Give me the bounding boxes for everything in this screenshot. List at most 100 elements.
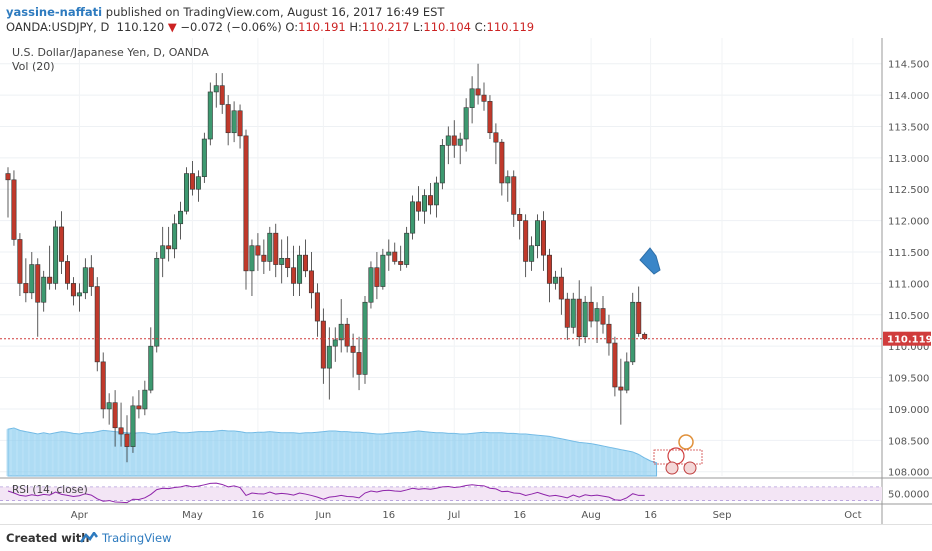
author-link[interactable]: yassine-naffati (6, 5, 103, 19)
time-axis[interactable]: Apr May 16 Jun 16 Jul 16 Aug 16 Sep Oct (71, 510, 862, 521)
candle[interactable] (94, 277, 100, 372)
candle[interactable] (338, 299, 344, 353)
candle[interactable] (469, 76, 475, 124)
candle[interactable] (225, 95, 231, 146)
candle[interactable] (160, 226, 166, 278)
candle[interactable] (136, 390, 142, 419)
candle[interactable] (624, 352, 630, 394)
candle[interactable] (76, 283, 82, 312)
candle[interactable] (374, 252, 380, 300)
pin-marker-icon[interactable] (639, 247, 661, 275)
candle[interactable] (320, 308, 326, 384)
candle[interactable] (249, 239, 255, 296)
candle[interactable] (445, 126, 451, 165)
candle[interactable] (439, 139, 445, 190)
candle[interactable] (237, 104, 243, 149)
candle[interactable] (630, 292, 636, 366)
candle[interactable] (421, 189, 427, 224)
candle[interactable] (451, 120, 457, 158)
candle[interactable] (118, 402, 124, 447)
candle[interactable] (326, 327, 332, 400)
candle[interactable] (487, 95, 493, 140)
candle[interactable] (588, 286, 594, 328)
candle[interactable] (267, 226, 273, 271)
candle[interactable] (368, 261, 374, 309)
candle[interactable] (505, 170, 511, 202)
candle[interactable] (475, 63, 481, 105)
events-badge-icon[interactable] (653, 434, 703, 475)
tradingview-brand-link[interactable]: TradingView (102, 531, 172, 545)
price-chart[interactable]: 114.500 114.000 113.500 113.000 112.500 112.0… (0, 38, 932, 524)
candle[interactable] (70, 277, 76, 306)
candle[interactable] (636, 286, 642, 337)
candle[interactable] (564, 292, 570, 340)
candle[interactable] (529, 236, 535, 271)
candle[interactable] (130, 396, 136, 453)
candle[interactable] (427, 182, 433, 215)
candle[interactable] (398, 245, 404, 271)
candle[interactable] (195, 170, 201, 202)
candle[interactable] (511, 170, 517, 227)
candle[interactable] (350, 333, 356, 378)
candle[interactable] (148, 327, 154, 394)
candle[interactable] (100, 352, 106, 419)
candle[interactable] (558, 267, 564, 315)
candle[interactable] (142, 380, 148, 416)
candle[interactable] (11, 170, 17, 246)
candles-layer[interactable] (5, 63, 648, 463)
candle[interactable] (576, 280, 582, 347)
candle[interactable] (535, 214, 541, 259)
candle[interactable] (178, 201, 184, 240)
candle[interactable] (47, 245, 53, 290)
candle[interactable] (410, 195, 416, 240)
candle[interactable] (35, 258, 41, 337)
candle[interactable] (570, 292, 576, 334)
candle[interactable] (362, 295, 368, 384)
candle[interactable] (582, 295, 588, 344)
candle[interactable] (433, 176, 439, 218)
candle[interactable] (302, 239, 308, 278)
candle[interactable] (166, 226, 172, 262)
candle[interactable] (499, 139, 505, 196)
candle[interactable] (219, 73, 225, 114)
candle[interactable] (404, 226, 410, 268)
candle[interactable] (386, 239, 392, 271)
candle[interactable] (231, 101, 237, 143)
candle[interactable] (481, 82, 487, 111)
candle[interactable] (540, 211, 546, 271)
candle[interactable] (213, 73, 219, 108)
candle[interactable] (600, 295, 606, 334)
candle[interactable] (59, 211, 65, 274)
candle[interactable] (154, 252, 160, 353)
candle[interactable] (29, 252, 35, 300)
candle[interactable] (17, 233, 23, 296)
candle[interactable] (65, 255, 71, 290)
candle[interactable] (392, 242, 398, 265)
candle[interactable] (344, 317, 350, 353)
candle[interactable] (88, 255, 94, 296)
candle[interactable] (5, 167, 11, 218)
candle[interactable] (201, 132, 207, 183)
candle[interactable] (308, 252, 314, 309)
rsi-pane[interactable]: 50.0000 (0, 477, 932, 505)
candle[interactable] (314, 283, 320, 337)
candle[interactable] (273, 223, 279, 278)
candle[interactable] (463, 98, 469, 152)
candle[interactable] (23, 258, 29, 303)
candle[interactable] (285, 236, 291, 278)
candle[interactable] (172, 214, 178, 259)
candle[interactable] (546, 248, 552, 303)
candle[interactable] (594, 302, 600, 344)
candle[interactable] (106, 393, 112, 425)
candle[interactable] (517, 208, 523, 240)
candle[interactable] (184, 167, 190, 215)
candle[interactable] (41, 270, 47, 312)
candle[interactable] (112, 390, 118, 447)
price-axis[interactable]: 114.500 114.000 113.500 113.000 112.500 112.0… (881, 38, 932, 524)
candle[interactable] (618, 358, 624, 425)
candle[interactable] (207, 82, 213, 146)
candle[interactable] (291, 245, 297, 296)
candle[interactable] (124, 415, 130, 463)
candle[interactable] (606, 314, 612, 356)
candle[interactable] (493, 123, 499, 165)
